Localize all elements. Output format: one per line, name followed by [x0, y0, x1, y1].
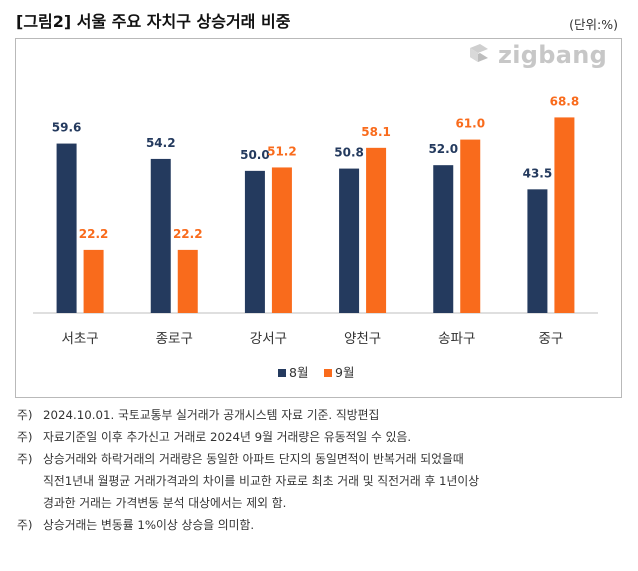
- footnote-3: 주) 상승거래와 하락거래의 거래량은 동일한 아파트 단지의 동일면적이 반복거…: [17, 448, 479, 470]
- bar-aug-5: [433, 165, 454, 313]
- data-label-aug-4: 50.8: [334, 146, 364, 160]
- data-label-sep-1: 22.2: [79, 227, 109, 241]
- data-label-aug-2: 54.2: [146, 136, 176, 150]
- bar-aug-4: [339, 168, 360, 313]
- footnote-text: 상승거래는 변동률 1%이상 상승을 의미함.: [43, 518, 255, 532]
- legend-swatch-2: [324, 369, 332, 377]
- bar-sep-1: [83, 249, 104, 313]
- bar-sep-5: [460, 139, 481, 313]
- bar-aug-6: [527, 189, 548, 313]
- footnote-text: 직전1년내 월평균 거래가격과의 차이를 비교한 자료로 최초 거래 및 직전거…: [43, 474, 480, 488]
- zigbang-logo-icon: [470, 44, 488, 62]
- data-label-sep-3: 51.2: [267, 144, 297, 158]
- bar-chart: 59.6 22.2 서초구 54.2 22.2 종로구 50.051.2 강서구 50.8 58.…: [33, 94, 598, 380]
- chart-frame: [15, 38, 622, 398]
- x-tick-label-3: 강서구: [250, 331, 287, 347]
- footnote-2: 주) 자료기준일 이후 추가신고 거래로 2024년 9월 거래량은 유동적일 수…: [17, 426, 479, 448]
- footnote-text: 2024.10.01. 국토교통부 실거래가 공개시스템 자료 기준. 직방편집: [43, 408, 380, 422]
- footnote-3-line-2: 직전1년내 월평균 거래가격과의 차이를 비교한 자료로 최초 거래 및 직전거…: [17, 470, 479, 492]
- data-label-aug-6: 43.5: [523, 166, 553, 180]
- footnote-prefix: 주): [17, 452, 33, 466]
- bar-sep-3: [271, 167, 292, 313]
- bar-sep-6: [554, 117, 575, 313]
- footnote-text: 자료기준일 이후 추가신고 거래로 2024년 9월 거래량은 유동적일 수 있…: [43, 430, 412, 444]
- footnote-1: 주) 2024.10.01. 국토교통부 실거래가 공개시스템 자료 기준. 직방…: [17, 404, 479, 426]
- unit-label: (단위:%): [569, 17, 618, 32]
- data-label-aug-5: 52.0: [428, 142, 458, 156]
- data-label-aug-1: 59.6: [52, 121, 82, 135]
- x-tick-label-4: 양천구: [344, 331, 381, 347]
- data-label-sep-4: 58.1: [361, 125, 391, 139]
- data-label-aug-3: 50.0: [240, 148, 270, 162]
- footnote-3-line-3: 경과한 거래는 가격변동 분석 대상에서는 제외 함.: [17, 492, 479, 514]
- legend-label-1: 8월: [289, 365, 308, 380]
- footnote-4: 주) 상승거래는 변동률 1%이상 상승을 의미함.: [17, 514, 479, 536]
- legend-swatch-1: [278, 369, 286, 377]
- x-tick-label-2: 종로구: [156, 331, 193, 347]
- legend-label-2: 9월: [335, 365, 354, 380]
- footnote-prefix: 주): [17, 430, 33, 444]
- zigbang-logo-text: zigbang: [498, 41, 608, 69]
- bar-sep-4: [366, 147, 387, 313]
- data-label-sep-2: 22.2: [173, 227, 203, 241]
- bar-aug-1: [56, 143, 77, 313]
- x-tick-label-6: 중구: [538, 331, 563, 347]
- footnote-text: 경과한 거래는 가격변동 분석 대상에서는 제외 함.: [43, 496, 287, 510]
- footnote-prefix: 주): [17, 518, 33, 532]
- footnote-prefix: 주): [17, 408, 33, 422]
- x-tick-label-5: 송파구: [438, 331, 475, 347]
- zigbang-logo: zigbang: [466, 40, 607, 70]
- bar-aug-2: [150, 158, 171, 313]
- data-label-sep-5: 61.0: [455, 117, 485, 131]
- bar-sep-2: [177, 249, 198, 313]
- chart-title: [그림2] 서울 주요 자치구 상승거래 비중: [16, 12, 291, 31]
- footnote-text: 상승거래와 하락거래의 거래량은 동일한 아파트 단지의 동일면적이 반복거래 …: [43, 452, 464, 466]
- data-label-sep-6: 68.8: [550, 94, 580, 108]
- footnotes: 주) 2024.10.01. 국토교통부 실거래가 공개시스템 자료 기준. 직방…: [17, 404, 479, 536]
- x-tick-label-1: 서초구: [61, 331, 98, 347]
- bar-aug-3: [244, 170, 265, 313]
